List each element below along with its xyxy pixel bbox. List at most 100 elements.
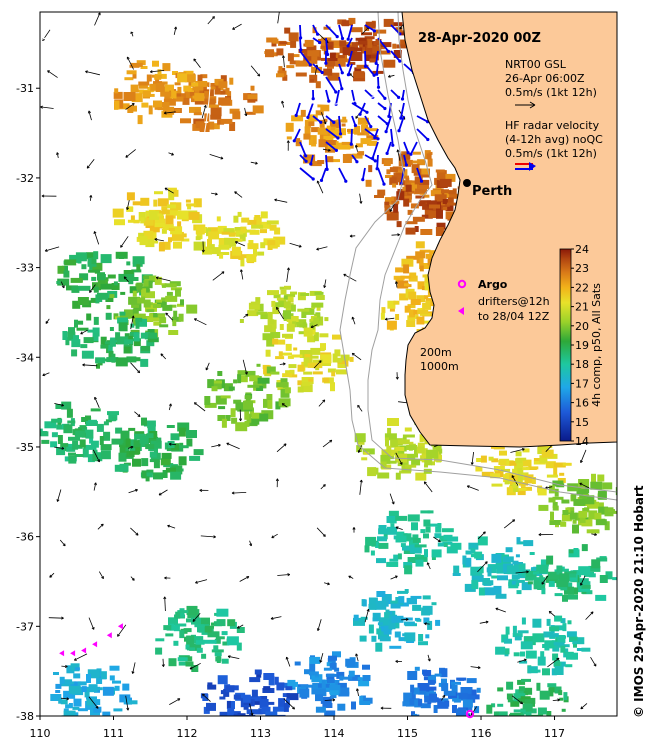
current-vector	[168, 152, 174, 156]
sst-pixel	[546, 474, 558, 478]
current-vector	[164, 187, 174, 194]
sst-pixel	[426, 449, 439, 459]
hf-radar-vector	[338, 24, 344, 39]
sst-pixel	[273, 294, 281, 299]
current-vector	[547, 657, 560, 668]
sst-pixel	[336, 369, 347, 375]
sst-pixel	[185, 199, 191, 203]
sst-pixel	[337, 357, 343, 363]
sst-pixel	[518, 488, 527, 491]
sst-pixel	[396, 221, 402, 228]
sst-pixel	[137, 297, 146, 304]
sst-pixel	[270, 319, 275, 325]
depth-label-200m: 200m	[420, 346, 452, 359]
sst-pixel	[362, 664, 370, 670]
current-vector-head	[329, 439, 333, 443]
current-vector	[123, 276, 129, 282]
sst-pixel	[262, 333, 274, 341]
sst-pixel	[407, 304, 416, 309]
sst-pixel	[521, 572, 526, 577]
sst-pixel	[533, 458, 544, 461]
sst-pixel	[390, 439, 399, 448]
sst-pixel	[245, 394, 250, 401]
isobath-200m	[367, 12, 617, 493]
sst-pixel	[498, 460, 507, 465]
hf-radar-vector	[299, 141, 307, 157]
sst-pixel	[145, 239, 155, 248]
sst-pixel	[321, 679, 326, 689]
sst-pixel	[242, 694, 251, 703]
current-vector-head	[93, 231, 97, 234]
current-vector	[130, 31, 134, 37]
sst-pixel	[311, 685, 321, 695]
current-vector	[511, 695, 523, 705]
hf-radar-vector-head	[346, 63, 350, 67]
sst-pixel	[323, 68, 333, 76]
sst-pixel	[81, 264, 87, 270]
hf-radar-vector	[338, 167, 347, 182]
sst-pixel	[543, 631, 554, 638]
sst-pixel	[124, 339, 134, 345]
sst-pixel	[173, 241, 182, 249]
sst-pixel	[170, 433, 180, 441]
sst-pixel	[73, 335, 79, 343]
current-vector	[356, 688, 359, 697]
sst-pixel	[578, 566, 591, 576]
sst-pixel	[285, 122, 294, 132]
sst-pixel	[218, 406, 226, 410]
current-vector	[86, 159, 95, 169]
sst-pixel	[546, 618, 551, 626]
sst-pixel	[282, 333, 293, 338]
sst-pixel	[415, 195, 425, 199]
sst-pixel	[123, 698, 129, 705]
sst-pixel	[247, 310, 259, 317]
sst-pixel	[146, 469, 154, 475]
sst-pixel	[448, 190, 457, 195]
current-vector	[313, 360, 322, 369]
sst-pixel	[149, 313, 154, 321]
sst-pixel	[377, 189, 386, 196]
sst-pixel	[165, 215, 174, 225]
sst-pixel	[411, 182, 419, 191]
hf-radar-vector	[335, 89, 340, 105]
sst-pixel	[427, 158, 433, 167]
hf-radar-vector-head	[386, 49, 390, 54]
sst-pixel	[159, 324, 169, 328]
sst-pixel	[86, 313, 92, 321]
current-vector	[125, 695, 129, 711]
sst-pixel	[253, 217, 262, 226]
sst-pixel	[403, 264, 410, 274]
current-vector	[511, 475, 519, 486]
sst-pixel	[155, 83, 165, 92]
sst-pixel	[464, 583, 476, 592]
hf-radar-vector-head	[404, 163, 408, 167]
current-vector-head	[40, 105, 43, 109]
current-vector-head	[395, 526, 399, 530]
sst-pixel	[552, 653, 559, 661]
hf-radar-vector-head	[372, 73, 376, 77]
sst-pixel	[170, 623, 174, 631]
sst-pixel	[218, 252, 230, 255]
sst-pixel	[266, 394, 273, 400]
current-vector	[510, 448, 525, 453]
sst-pixel	[120, 430, 130, 440]
current-vector-head	[287, 573, 291, 577]
sst-pixel	[185, 644, 190, 650]
legend-argo-label: Argo	[478, 278, 508, 291]
sst-pixel	[516, 720, 525, 729]
sst-pixel	[221, 631, 228, 636]
sst-pixel	[531, 717, 542, 722]
hf-radar-vector-head	[311, 177, 315, 181]
sst-pixel	[181, 238, 190, 242]
current-vector-head	[274, 198, 278, 202]
current-vector-head	[165, 312, 169, 316]
sst-pixel	[214, 85, 221, 95]
sst-pixel	[320, 354, 332, 364]
current-vector-head	[167, 524, 171, 528]
sst-pixel	[402, 186, 407, 193]
sst-pixel	[579, 494, 588, 499]
sst-pixel	[178, 655, 190, 659]
sst-pixel	[389, 645, 402, 649]
sst-pixel	[197, 624, 209, 633]
